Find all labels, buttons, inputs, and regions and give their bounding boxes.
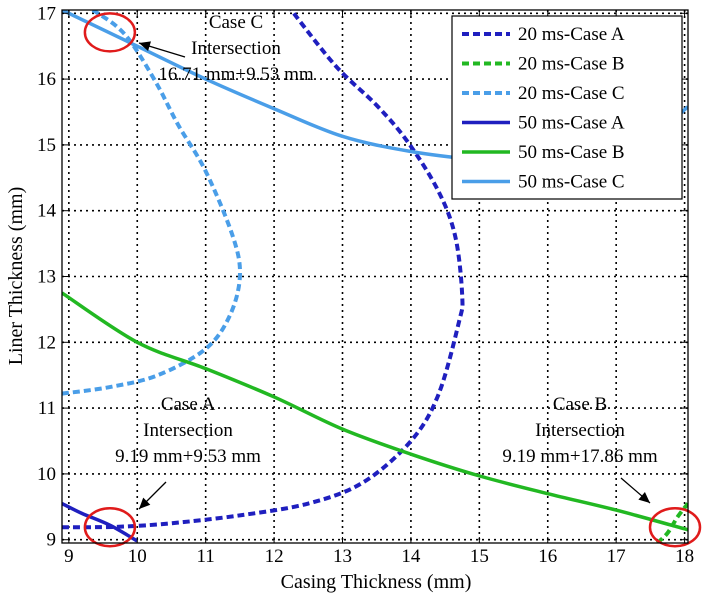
y-tick-label: 10 xyxy=(37,464,56,485)
annotation-arrowhead xyxy=(638,492,650,503)
x-axis-label: Casing Thickness (mm) xyxy=(281,571,472,593)
series-line-20-ms-case-a xyxy=(62,10,465,530)
x-tick-label: 12 xyxy=(265,546,284,567)
y-tick-label: 17 xyxy=(37,3,56,24)
y-tick-label: 13 xyxy=(37,267,56,288)
x-tick-label: 15 xyxy=(470,546,489,567)
legend: 20 ms-Case A 20 ms-Case B 20 ms-Case C 50 m… xyxy=(451,15,683,200)
legend-label-50-ms-case-a: 50 ms-Case A xyxy=(518,113,625,134)
y-tick-label: 9 xyxy=(47,530,57,551)
x-tick-label: 18 xyxy=(675,546,694,567)
legend-label-20-ms-case-c: 20 ms-Case C xyxy=(518,83,625,104)
annotation-case-a-line-3: 9.19 mm+9.53 mm xyxy=(115,446,261,467)
legend-label-20-ms-case-b: 20 ms-Case B xyxy=(518,54,625,75)
annotation-case-b-line-3: 9.19 mm+17.86 mm xyxy=(502,446,658,467)
y-axis-label: Liner Thickness (mm) xyxy=(5,187,27,365)
annotation-case-b-line-2: Intersection xyxy=(535,420,625,441)
axis-ticks: 9 10 11 12 13 14 15 16 17 18 9 10 11 12 13 14 15 16 17 xyxy=(37,3,694,567)
annotation-case-c-line-2: Intersection xyxy=(191,38,281,59)
series-line-50-ms-case-a xyxy=(62,501,139,543)
y-tick-label: 15 xyxy=(37,135,56,156)
intersection-markers xyxy=(83,12,702,548)
y-tick-label: 12 xyxy=(37,332,56,353)
legend-label-50-ms-case-b: 50 ms-Case B xyxy=(518,142,625,163)
intersection-circle-case-a xyxy=(83,506,137,548)
intersection-circle-case-c xyxy=(83,12,137,53)
series-line-50-ms-case-b xyxy=(62,291,688,532)
intersection-circle-case-b xyxy=(648,506,702,548)
legend-box xyxy=(451,15,683,200)
x-tick-label: 16 xyxy=(538,546,557,567)
y-tick-label: 11 xyxy=(38,398,56,419)
annotations: Case C Intersection 16.71 mm+9.53 mm Case A… xyxy=(115,12,658,510)
legend-label-20-ms-case-a: 20 ms-Case A xyxy=(518,24,625,45)
annotation-case-a-line-1: Case A xyxy=(161,394,216,415)
annotation-case-c-line-3: 16.71 mm+9.53 mm xyxy=(158,64,314,85)
x-tick-label: 11 xyxy=(197,546,215,567)
x-tick-label: 10 xyxy=(128,546,147,567)
x-tick-label: 14 xyxy=(401,546,421,567)
x-tick-label: 17 xyxy=(607,546,626,567)
annotation-case-c-line-1: Case C xyxy=(209,12,263,33)
annotation-arrowhead xyxy=(139,41,151,51)
legend-label-50-ms-case-c: 50 ms-Case C xyxy=(518,172,625,193)
x-tick-label: 13 xyxy=(333,546,352,567)
annotation-case-a-line-2: Intersection xyxy=(143,420,233,441)
annotation-arrowhead xyxy=(139,497,151,509)
x-tick-label: 9 xyxy=(64,546,74,567)
annotation-case-b-line-1: Case B xyxy=(553,394,607,415)
y-tick-label: 16 xyxy=(37,69,56,90)
y-tick-label: 14 xyxy=(37,201,57,222)
